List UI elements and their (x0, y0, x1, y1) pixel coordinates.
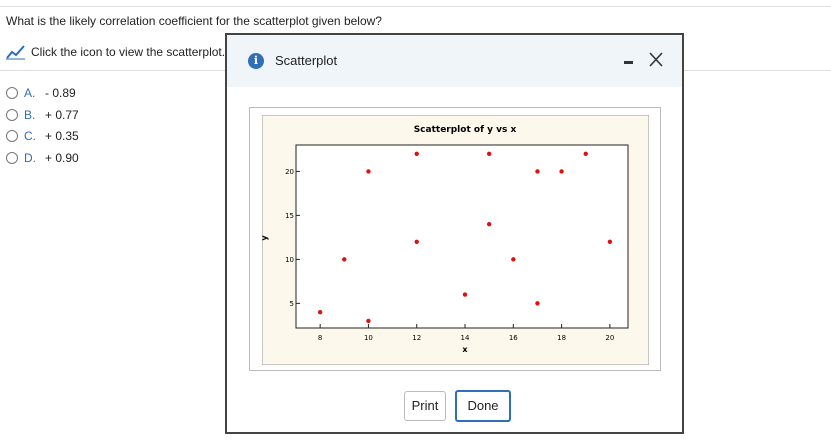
y-tick-label: 20 (285, 168, 294, 176)
option-letter[interactable]: B. (24, 107, 36, 122)
chart-icon[interactable] (6, 44, 26, 60)
chart-title: Scatterplot of y vs x (414, 125, 517, 135)
point (486, 221, 492, 227)
option-text[interactable]: + 0.90 (45, 151, 79, 166)
point (317, 309, 323, 315)
scatter-chart: Scatterplot of y vs x x y 8 10 12 14 16 18 20 5… (262, 115, 649, 365)
option-letter[interactable]: A. (24, 86, 36, 100)
x-tick-label: 8 (318, 334, 322, 342)
point (583, 151, 588, 156)
divider (0, 6, 831, 7)
point (607, 239, 613, 244)
point (366, 169, 371, 174)
y-tick-label: 10 (285, 256, 294, 264)
x-tick-label: 18 (557, 334, 566, 342)
radio-button[interactable] (6, 87, 18, 99)
option-text[interactable]: - 0.89 (45, 86, 76, 100)
radio-button[interactable] (6, 130, 18, 143)
done-button[interactable]: Done (455, 390, 511, 422)
chart-frame (249, 107, 661, 371)
x-tick-label: 12 (412, 334, 421, 342)
point (535, 301, 540, 306)
info-icon: i (248, 53, 264, 69)
option-text[interactable]: + 0.35 (45, 129, 79, 144)
plot-area (295, 144, 629, 329)
window-controls[interactable] (622, 50, 672, 70)
point (535, 169, 540, 174)
y-axis-label: y (262, 235, 269, 241)
y-tick-label: 5 (290, 300, 294, 308)
point (462, 292, 468, 297)
option-letter[interactable]: D. (24, 151, 36, 166)
option-text[interactable]: + 0.77 (45, 107, 79, 122)
point (414, 151, 419, 156)
dialog-title: Scatterplot (275, 53, 338, 68)
y-tick-label: 15 (285, 212, 294, 220)
scatterplot-link[interactable]: Click the icon to view the scatterplot. (31, 45, 226, 59)
radio-button[interactable] (6, 108, 18, 121)
x-tick-label: 10 (364, 334, 373, 342)
point (559, 169, 564, 174)
dialog-header (227, 35, 682, 87)
radio-button[interactable] (6, 152, 18, 165)
x-tick-label: 20 (605, 334, 614, 342)
x-tick-label: 14 (461, 334, 470, 342)
question: What is the likely correlation coefficie… (6, 14, 382, 28)
x-tick-label: 16 (509, 334, 518, 342)
point (486, 151, 492, 156)
point (342, 257, 347, 262)
option-letter[interactable]: C. (24, 129, 36, 144)
print-button[interactable]: Print (404, 391, 446, 421)
point (511, 257, 516, 262)
point (366, 318, 371, 324)
x-axis-label: x (462, 345, 468, 354)
point (414, 239, 419, 244)
